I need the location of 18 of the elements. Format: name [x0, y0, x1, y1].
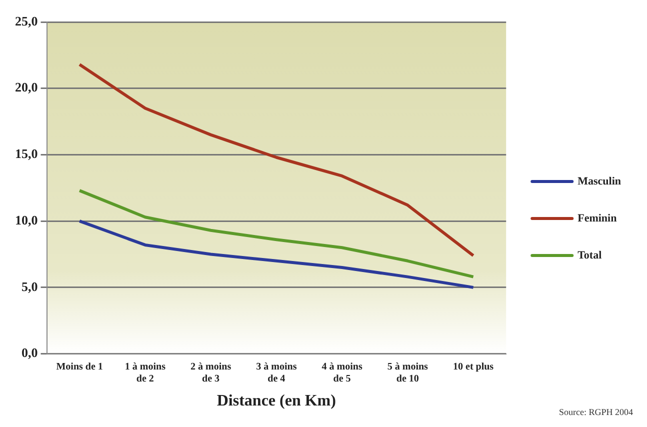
x-tick-label: 3 à moins de 4 [256, 361, 297, 384]
legend-label: Total [578, 249, 602, 262]
x-tick-label: 4 à moins de 5 [322, 361, 362, 384]
x-tick-label: 10 et plus [453, 361, 494, 372]
x-axis-title: Distance (en Km) [216, 392, 336, 410]
y-tick-label: 10,0 [15, 212, 38, 228]
x-tick-label: 1 à moins de 2 [124, 361, 166, 384]
legend-label: Masculin [578, 175, 622, 188]
y-tick-label: 25,0 [15, 13, 38, 28]
legend-label: Feminin [578, 212, 617, 224]
y-tick-label: 5,0 [22, 278, 38, 294]
y-tick-label: 0,0 [22, 345, 38, 360]
x-tick-label: Moins de 1 [56, 361, 103, 372]
y-tick-label: 20,0 [15, 80, 38, 95]
y-tick-label: 15,0 [15, 146, 38, 162]
x-tick-label: 5 à moins de 10 [387, 361, 428, 384]
x-tick-label: 2 à moins de 3 [190, 361, 232, 384]
source-note: Source: RGPH 2004 [559, 406, 634, 417]
